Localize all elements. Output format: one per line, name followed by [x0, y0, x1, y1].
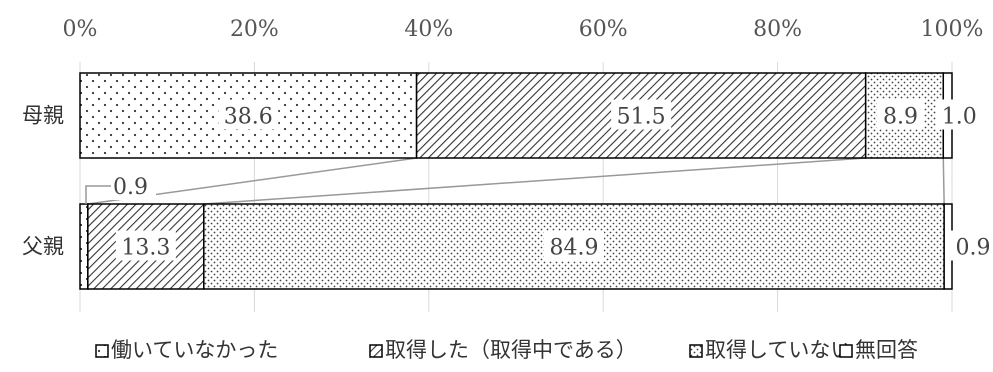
- category-label: 父親: [22, 235, 64, 259]
- data-label-background: [949, 230, 993, 261]
- legend-swatch: [369, 344, 383, 358]
- data-label: 38.6: [224, 105, 273, 130]
- category-label: 母親: [22, 104, 64, 128]
- legend-item: 取得していない: [689, 338, 851, 362]
- data-label-background: [543, 230, 604, 261]
- data-label: 8.9: [883, 105, 918, 130]
- leader-line: [85, 185, 111, 204]
- data-label-background: [611, 99, 672, 130]
- data-label: 0.9: [956, 236, 991, 261]
- legend-label: 無回答: [855, 338, 918, 362]
- data-label: 51.5: [617, 105, 666, 130]
- legend-item: 働いていなかった: [95, 338, 278, 362]
- legend-label: 取得した（取得中である）: [385, 338, 637, 362]
- x-tick-label: 20%: [230, 17, 279, 42]
- x-tick-label: 80%: [753, 17, 802, 42]
- series-line: [942, 157, 945, 205]
- legend-swatch: [95, 344, 109, 358]
- legend-label: 取得していない: [705, 338, 851, 362]
- series-line: [203, 157, 866, 205]
- legend-item: 無回答: [839, 338, 918, 362]
- x-tick-label: 100%: [921, 17, 984, 42]
- data-label-background: [935, 99, 983, 130]
- legend-swatch: [689, 344, 703, 358]
- legend-swatch: [839, 344, 853, 358]
- legend-item: 取得した（取得中である）: [369, 338, 637, 362]
- data-label: 13.3: [121, 236, 170, 261]
- data-label: 1.0: [942, 105, 977, 130]
- legend-label: 働いていなかった: [111, 338, 278, 362]
- data-label: 84.9: [549, 236, 598, 261]
- data-label-background: [109, 170, 156, 200]
- bar-segment: [79, 203, 89, 290]
- data-label-background: [115, 230, 176, 261]
- x-tick-label: 40%: [404, 17, 453, 42]
- data-label-background: [876, 99, 924, 130]
- data-label-background: [218, 99, 279, 130]
- x-tick-label: 60%: [579, 17, 628, 42]
- x-tick-label: 0%: [63, 17, 98, 42]
- data-label: 0.9: [113, 175, 148, 200]
